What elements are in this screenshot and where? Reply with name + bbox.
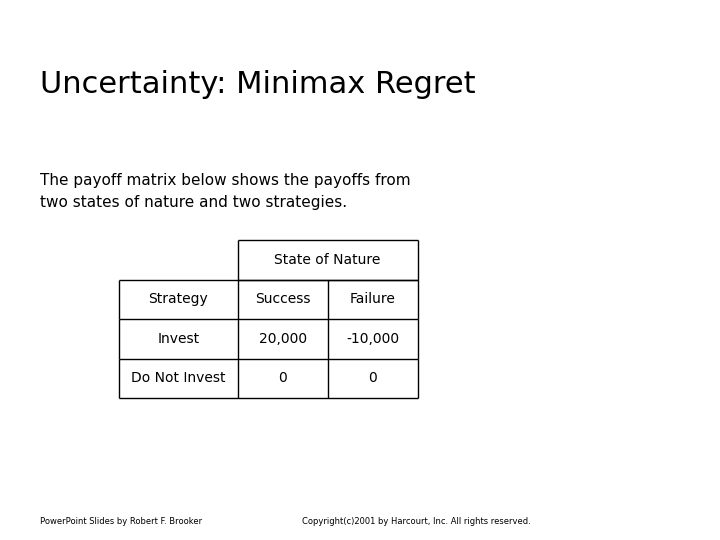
Text: 0: 0: [278, 372, 287, 385]
Text: Failure: Failure: [350, 293, 395, 306]
Text: Invest: Invest: [157, 332, 199, 346]
Text: Copyright(c)2001 by Harcourt, Inc. All rights reserved.: Copyright(c)2001 by Harcourt, Inc. All r…: [302, 517, 531, 526]
Text: PowerPoint Slides by Robert F. Brooker: PowerPoint Slides by Robert F. Brooker: [40, 517, 202, 526]
Text: 0: 0: [368, 372, 377, 385]
Text: Uncertainty: Minimax Regret: Uncertainty: Minimax Regret: [40, 70, 475, 99]
Text: Strategy: Strategy: [148, 293, 208, 306]
Text: 20,000: 20,000: [258, 332, 307, 346]
Text: State of Nature: State of Nature: [274, 253, 381, 267]
Text: Do Not Invest: Do Not Invest: [131, 372, 225, 385]
Text: Success: Success: [255, 293, 310, 306]
Text: The payoff matrix below shows the payoffs from
two states of nature and two stra: The payoff matrix below shows the payoff…: [40, 173, 410, 210]
Text: -10,000: -10,000: [346, 332, 399, 346]
